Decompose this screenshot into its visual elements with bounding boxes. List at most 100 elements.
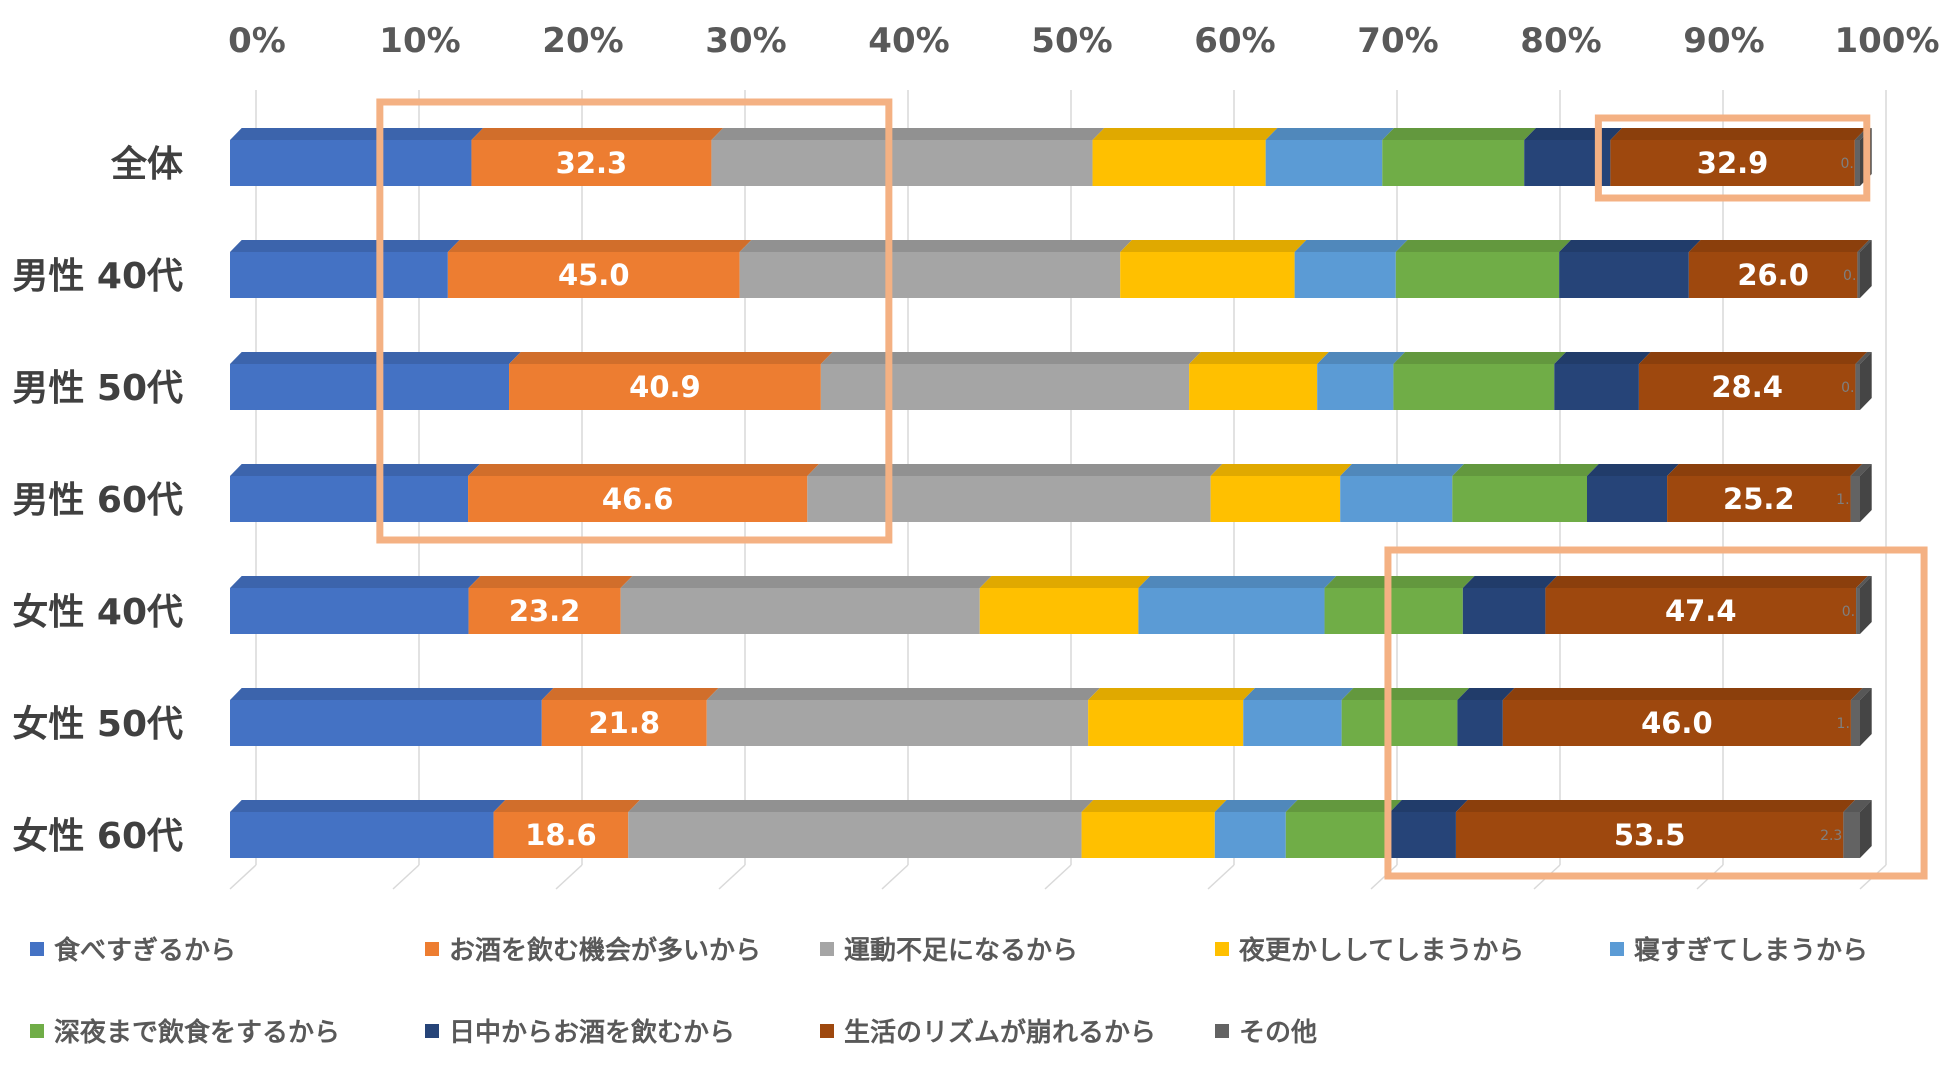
- data-label: 47.4: [1665, 594, 1737, 628]
- bar-segment: [1120, 240, 1307, 298]
- legend-swatch: [1610, 941, 1624, 956]
- legend-swatch: [425, 941, 439, 956]
- bar-segment: [509, 352, 833, 410]
- bar-segment: [820, 352, 1201, 410]
- legend-item: その他: [1215, 1012, 1317, 1049]
- x-tick-label: 70%: [1357, 21, 1438, 61]
- data-label: 28.4: [1711, 370, 1783, 404]
- x-tick-label: 100%: [1834, 21, 1939, 61]
- bar-segment: [1210, 464, 1352, 522]
- bar-segment: [1857, 240, 1872, 298]
- bar-segment: [1243, 688, 1354, 746]
- bar-segment: [1457, 688, 1515, 746]
- bar-segment: [1340, 464, 1465, 522]
- bar-segment: [230, 464, 480, 522]
- data-label: 32.9: [1697, 146, 1769, 180]
- data-label: 25.2: [1723, 482, 1795, 516]
- bar-segment: [1390, 800, 1468, 858]
- data-label: 46.6: [602, 482, 674, 516]
- highlight-boxes: [376, 98, 1928, 880]
- x-tick-label: 90%: [1683, 21, 1764, 61]
- bar-segment: [1138, 576, 1337, 634]
- bar-segment: [471, 128, 724, 186]
- bar-segment: [1850, 464, 1872, 522]
- bar-segment: [230, 240, 460, 298]
- bar-segment: [493, 800, 640, 858]
- bar-segment: [711, 128, 1105, 186]
- bar-side: [1860, 464, 1872, 522]
- legend-swatch: [1215, 1023, 1229, 1038]
- legend-label: 運動不足になるから: [844, 936, 1079, 966]
- x-tick-label: 10%: [379, 21, 460, 61]
- gridline-floor: [1370, 864, 1398, 890]
- data-label: 26.0: [1737, 258, 1809, 292]
- category-label: 男性 60代: [12, 480, 183, 521]
- legend-swatch: [425, 1023, 439, 1038]
- category-label: 女性 50代: [12, 704, 183, 745]
- bar-segment: [1452, 464, 1599, 522]
- legend-label: 食べすぎるから: [54, 936, 237, 966]
- legend-item: お酒を飲む機会が多いから: [425, 930, 761, 967]
- bar-segment: [706, 688, 1100, 746]
- bar-side: [1860, 688, 1872, 746]
- bar-segment: [468, 464, 820, 522]
- legend-swatch: [30, 941, 44, 956]
- bar-segment: [230, 800, 506, 858]
- bar-segment: [1638, 352, 1868, 410]
- legend-item: 生活のリズムが崩れるから: [820, 1012, 1156, 1049]
- data-label: 21.8: [588, 706, 660, 740]
- bar-segment: [1855, 352, 1872, 410]
- gridline-floor: [392, 864, 420, 890]
- legend-item: 運動不足になるから: [820, 930, 1078, 967]
- bar-segment: [739, 240, 1132, 298]
- bar-segment: [1554, 352, 1651, 410]
- bar-segment: [468, 576, 633, 634]
- bar-segment: [1382, 128, 1536, 186]
- bar-segment: [1317, 352, 1406, 410]
- legend-item: 日中からお酒を飲むから: [425, 1012, 735, 1049]
- highlight-box: [1594, 114, 1871, 202]
- data-label-small: 1.: [1836, 492, 1849, 508]
- legend-label: 深夜まで飲食をするから: [54, 1018, 341, 1048]
- data-label-small: 1.: [1837, 716, 1850, 732]
- legend-swatch: [1215, 941, 1229, 956]
- data-label: 32.3: [556, 146, 628, 180]
- data-label-small: 2.3: [1820, 828, 1842, 844]
- data-label: 18.6: [525, 818, 597, 852]
- bar-segment: [1502, 688, 1863, 746]
- bar-segment: [1393, 352, 1566, 410]
- bar-segment: [1395, 240, 1571, 298]
- data-label-small: 0.: [1843, 268, 1856, 284]
- data-label: 23.2: [509, 594, 581, 628]
- x-tick-label: 0%: [228, 21, 286, 61]
- legend: 食べすぎるから お酒を飲む機会が多いから 運動不足になるから 夜更かししてしまうから 寝…: [30, 930, 1930, 1060]
- legend-label: 夜更かししてしまうから: [1239, 936, 1525, 966]
- legend-item: 深夜まで飲食をするから: [30, 1012, 340, 1049]
- data-label-small: 0.: [1840, 156, 1853, 172]
- x-axis-ticks: 0% 10% 20% 30% 40% 50% 60% 70% 80% 90% 100%: [228, 21, 1939, 61]
- data-label: 45.0: [558, 258, 630, 292]
- category-label: 男性 40代: [12, 256, 183, 297]
- category-label: 全体: [110, 143, 183, 185]
- bar-segment: [541, 688, 719, 746]
- bar-segment: [1524, 128, 1623, 186]
- bars: [230, 128, 1872, 858]
- gridline-floor: [555, 864, 583, 890]
- bar-segment: [1092, 128, 1278, 186]
- bar-segment: [1081, 800, 1227, 858]
- x-tick-label: 50%: [1031, 21, 1112, 61]
- legend-swatch: [820, 941, 834, 956]
- legend-item: 夜更かししてしまうから: [1215, 930, 1524, 967]
- bar-segment: [1667, 464, 1863, 522]
- x-tick-label: 60%: [1194, 21, 1275, 61]
- data-label: 40.9: [629, 370, 701, 404]
- bar-side: [1860, 240, 1872, 298]
- gridline-floor: [1044, 864, 1072, 890]
- bar-side: [1860, 800, 1872, 858]
- bar-segment: [1545, 576, 1868, 634]
- bar-segment: [1586, 464, 1679, 522]
- category-label: 男性 50代: [12, 368, 183, 409]
- bar-segment: [1265, 128, 1394, 186]
- data-labels: 32.3 45.0 40.9 46.6 23.2 21.8 18.6 32.9 26.0 28.4…: [509, 146, 1857, 852]
